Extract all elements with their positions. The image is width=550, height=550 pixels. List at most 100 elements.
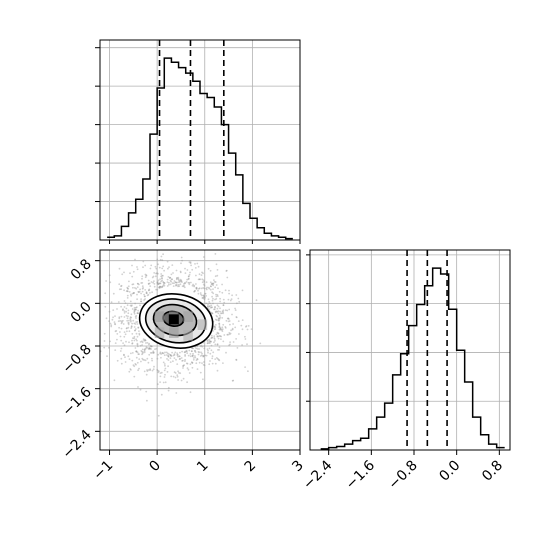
scatter-point [179, 351, 181, 354]
scatter-point [131, 264, 133, 267]
scatter-point [216, 357, 219, 360]
scatter-point [169, 283, 172, 286]
scatter-point [135, 338, 138, 341]
scatter-point [153, 272, 156, 274]
scatter-point [196, 345, 199, 348]
scatter-point [207, 286, 210, 289]
scatter-point [185, 350, 188, 353]
scatter-point [178, 358, 181, 360]
scatter-point [188, 261, 191, 263]
scatter-point [223, 334, 226, 336]
scatter-point [170, 273, 173, 276]
scatter-point [138, 367, 140, 370]
scatter-point [160, 353, 163, 355]
scatter-point [126, 304, 129, 307]
scatter-point [145, 274, 148, 276]
scatter-point [190, 264, 193, 267]
scatter-point [134, 308, 137, 311]
scatter-point [220, 338, 222, 340]
scatter-point [178, 372, 180, 374]
scatter-point [164, 351, 166, 354]
scatter-point [215, 298, 218, 300]
scatter-point [154, 265, 157, 268]
scatter-point [118, 288, 121, 291]
scatter-point [217, 312, 220, 315]
scatter-point [148, 343, 150, 346]
scatter-point [169, 354, 172, 356]
x-tick-label: 0.8 [479, 458, 506, 485]
scatter-point [169, 354, 172, 357]
scatter-point [160, 393, 163, 396]
scatter-point [188, 372, 191, 374]
scatter-point [187, 278, 190, 281]
scatter-point [208, 287, 211, 290]
scatter-point [179, 357, 182, 360]
scatter-point [151, 291, 154, 294]
scatter-point [152, 352, 155, 354]
density-bin [154, 327, 165, 338]
scatter-point [109, 322, 112, 325]
scatter-point [211, 306, 214, 309]
scatter-point [123, 316, 126, 318]
scatter-point [171, 278, 174, 281]
density-bin [169, 327, 179, 338]
scatter-point [161, 274, 164, 277]
scatter-point [135, 350, 138, 353]
scatter-point [178, 285, 181, 288]
scatter-point [132, 286, 134, 289]
scatter-point [231, 327, 234, 330]
scatter-point [132, 292, 135, 294]
scatter-point [217, 305, 220, 308]
scatter-point [215, 310, 218, 313]
scatter-point [150, 345, 153, 348]
scatter-point [146, 370, 149, 372]
scatter-point [229, 299, 232, 302]
scatter-point [120, 339, 123, 342]
scatter-point [208, 347, 211, 350]
scatter-point [141, 282, 144, 284]
scatter-point [169, 354, 172, 356]
scatter-point [136, 321, 139, 323]
scatter-point [210, 283, 213, 286]
histogram-step-line [107, 57, 293, 240]
scatter-point [214, 286, 217, 289]
scatter-point [175, 278, 178, 281]
scatter-point [216, 304, 219, 307]
scatter-point [143, 339, 146, 342]
scatter-point [145, 342, 147, 344]
scatter-point [200, 293, 202, 296]
scatter-point [188, 283, 191, 286]
scatter-point [191, 362, 194, 364]
scatter-point [159, 381, 162, 383]
scatter-point [122, 319, 124, 322]
scatter-point [133, 308, 136, 311]
scatter-point [191, 361, 194, 364]
scatter-point [116, 359, 119, 362]
scatter-point [202, 355, 205, 358]
scatter-point [224, 326, 227, 328]
scatter-point [133, 311, 136, 314]
scatter-point [203, 294, 205, 297]
scatter-point [167, 359, 170, 361]
scatter-point [225, 319, 228, 322]
scatter-point [134, 315, 137, 318]
scatter-point [166, 285, 169, 287]
scatter-point [106, 355, 108, 357]
scatter-point [211, 336, 214, 339]
scatter-point [142, 260, 145, 263]
scatter-point [120, 362, 123, 365]
scatter-point [133, 309, 136, 312]
scatter-point [118, 317, 121, 320]
scatter-point [135, 356, 138, 359]
scatter-point [183, 286, 186, 289]
scatter-point [214, 343, 217, 346]
scatter-point [131, 339, 133, 342]
scatter-point [205, 354, 208, 357]
scatter-point [207, 267, 210, 270]
scatter-point [212, 282, 215, 285]
scatter-point [143, 359, 146, 361]
scatter-point [196, 358, 199, 361]
scatter-point [200, 287, 203, 290]
scatter-point [127, 288, 129, 290]
